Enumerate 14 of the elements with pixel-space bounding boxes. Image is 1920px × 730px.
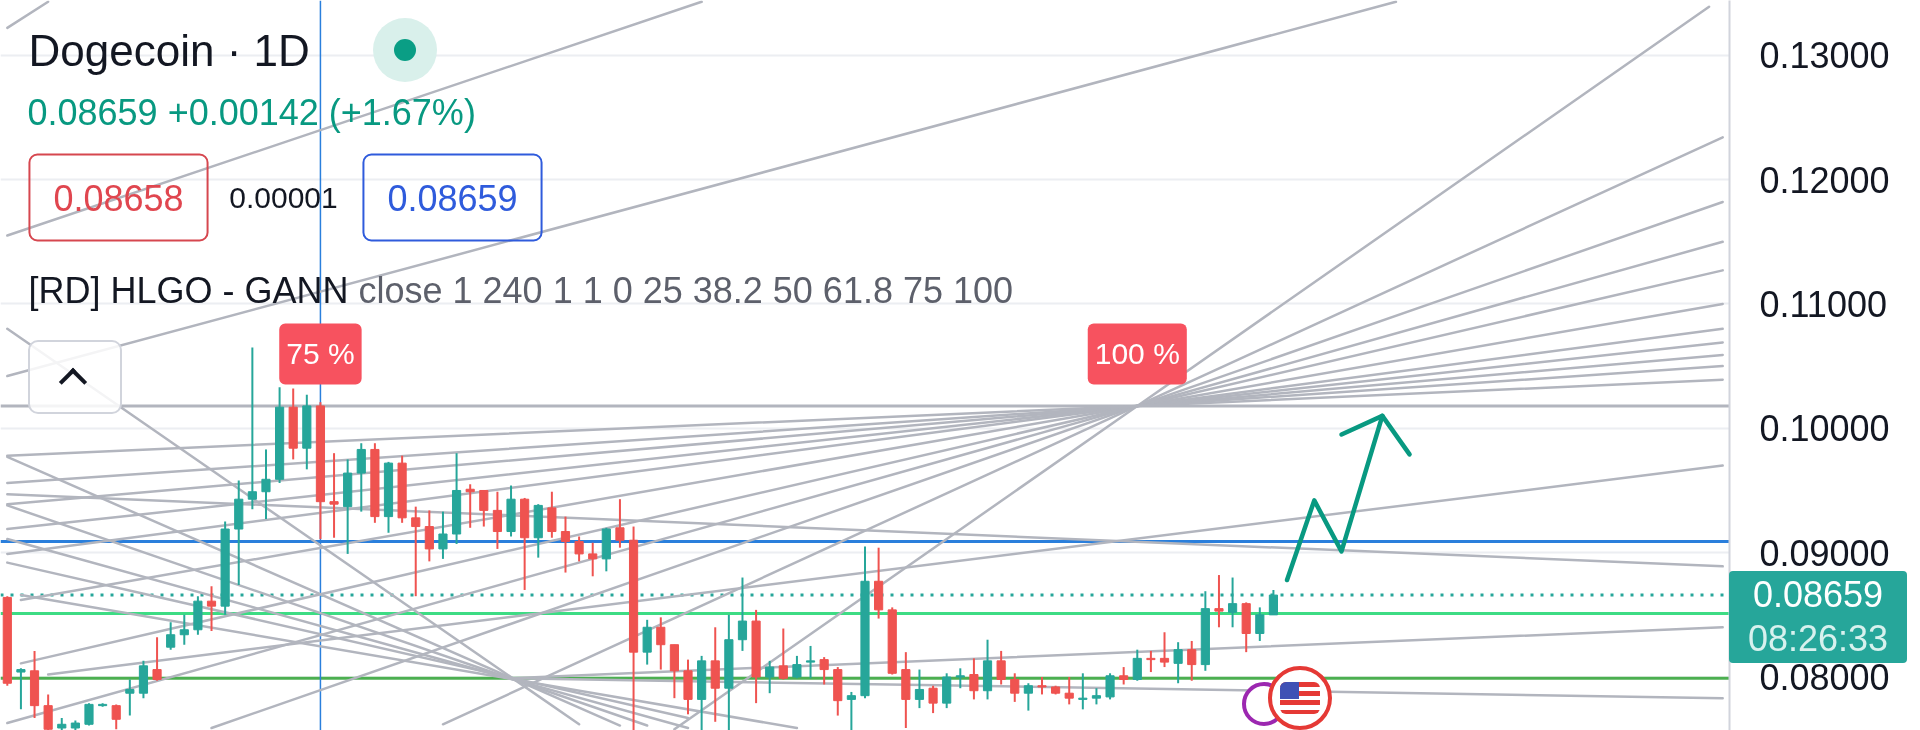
y-tick-label: 0.12000 [1759, 159, 1890, 201]
annotation: 0.08658 [53, 177, 184, 219]
text: Dogecoin · 1D [28, 26, 310, 75]
y-tick-label: 0.10000 [1759, 408, 1890, 450]
y-tick-label: 0.09000 [1759, 532, 1890, 574]
y-tick-label: 0.11000 [1759, 283, 1887, 325]
annotation: [RD] HLGO - GANN [28, 270, 349, 311]
annotation: 0.08659 [387, 177, 518, 219]
y-tick-label: 0.13000 [1759, 35, 1890, 77]
text: 0.08659 +0.00142 (+1.67%) [27, 92, 476, 133]
annotation: 100 % [1094, 337, 1180, 371]
ref-line-label: 0.08659 [1751, 573, 1885, 617]
annotation: close 1 240 1 1 0 25 38.2 50 61.8 75 100 [358, 270, 1014, 311]
annotation: 75 % [286, 337, 355, 371]
